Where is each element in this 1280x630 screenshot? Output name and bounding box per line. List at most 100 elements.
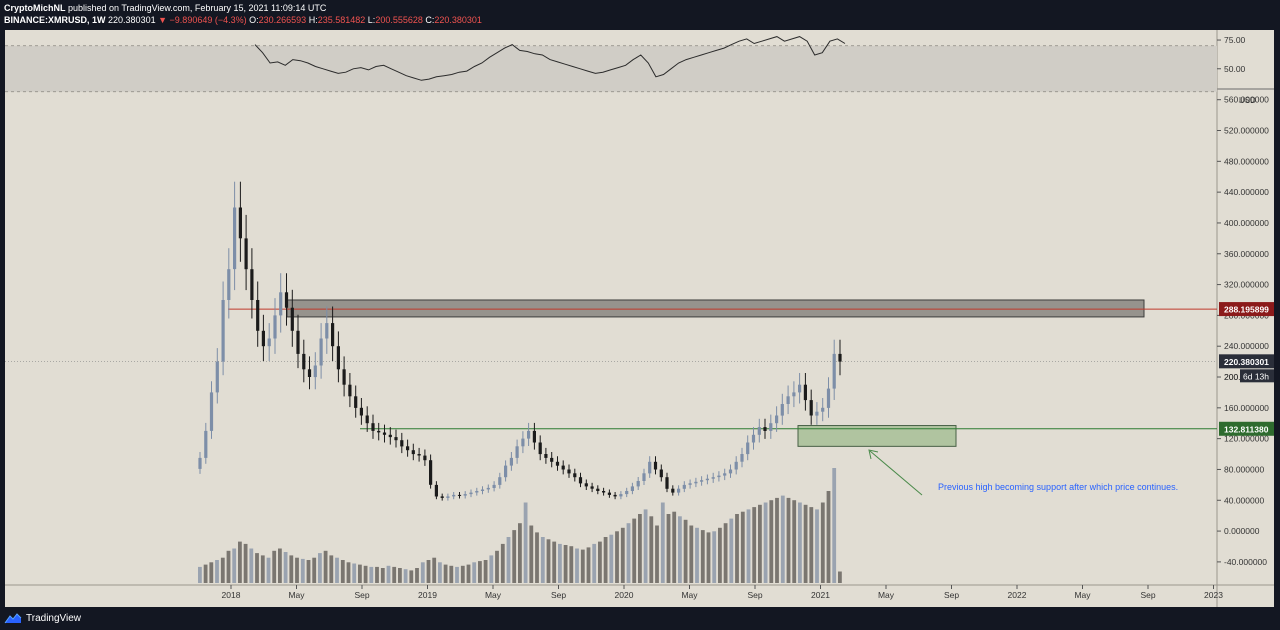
candle-body — [757, 427, 761, 435]
candle-body — [198, 457, 202, 469]
volume-bar — [758, 504, 762, 583]
candle-body — [250, 269, 254, 300]
author-name[interactable]: CryptoMichNL — [4, 3, 66, 13]
rsi-pane[interactable]: 75.00 50.00 — [5, 35, 1246, 93]
volume-bar — [803, 504, 808, 583]
candle-body — [630, 486, 634, 491]
candle-body — [296, 330, 300, 354]
candle-body — [711, 477, 715, 479]
candle-body — [625, 491, 629, 495]
volume-bar — [580, 549, 585, 583]
price-change: −9.890649 (−4.3%) — [169, 15, 247, 25]
candle-body — [388, 434, 392, 438]
high-label: H: — [308, 15, 318, 25]
candle-body — [602, 491, 606, 493]
candle-body — [221, 300, 225, 362]
volume-bar — [260, 555, 265, 583]
tradingview-logo-icon[interactable] — [4, 612, 22, 624]
axis-unit-label: USD — [1239, 96, 1256, 105]
volume-bar — [335, 557, 339, 583]
volume-bar — [398, 568, 402, 583]
volume-bar — [215, 560, 219, 583]
volume-bar — [283, 552, 288, 583]
candle-body — [354, 396, 358, 408]
candle-body — [636, 481, 640, 487]
volume-bar — [603, 537, 608, 583]
time-tick-label: Sep — [1140, 590, 1155, 600]
rsi-band — [5, 45, 1217, 92]
support-zone[interactable] — [797, 425, 957, 447]
current-price-label-bg — [1219, 354, 1274, 369]
volume-bar — [318, 553, 322, 583]
volume-bar — [466, 564, 471, 583]
low-value: 200.555628 — [375, 15, 423, 25]
candle-body — [336, 346, 340, 370]
last-price: 220.380301 — [108, 15, 156, 25]
annotation-arrow[interactable] — [868, 449, 923, 496]
volume-bar — [666, 514, 671, 583]
candle-body — [573, 473, 577, 478]
candle-body — [694, 481, 698, 484]
time-axis-background[interactable] — [5, 585, 1274, 607]
volume-bar — [798, 502, 802, 583]
volume-bar — [672, 511, 677, 583]
candle-body — [400, 440, 404, 447]
time-tick-label: 2021 — [811, 590, 830, 600]
price-tick-label: 0.000000 — [1224, 526, 1260, 536]
brand-name[interactable]: TradingView — [26, 612, 82, 624]
candle-body — [475, 491, 479, 493]
high-value: 235.581482 — [317, 15, 366, 25]
candle-body — [452, 494, 456, 497]
partial-tick-label: 200 — [1224, 372, 1238, 382]
time-tick-label: May — [485, 590, 502, 600]
volume-bar — [832, 468, 837, 583]
candle-body — [348, 384, 352, 397]
volume-bar — [752, 507, 757, 583]
volume-bar — [438, 562, 442, 583]
candle-body — [382, 432, 387, 435]
volume-bar — [243, 543, 248, 583]
volume-bar — [638, 514, 642, 583]
price-tick-label: 120.000000 — [1224, 434, 1269, 444]
volume-bar — [449, 565, 454, 584]
volume-bar — [609, 534, 614, 583]
annotation-text[interactable]: Previous high becoming support after whi… — [938, 482, 1178, 492]
volume-bar — [220, 557, 225, 583]
volume-bar — [323, 550, 328, 583]
candle-body — [567, 469, 571, 474]
volume-bar — [420, 562, 425, 583]
candle-body — [619, 494, 623, 497]
price-tick-label: 440.000000 — [1224, 187, 1269, 197]
countdown-bg — [1240, 369, 1274, 383]
resistance-zone[interactable] — [286, 299, 1145, 318]
candle-body — [659, 469, 663, 478]
volume-bar — [500, 543, 505, 583]
volume-bar — [740, 511, 745, 583]
candle-body — [763, 427, 767, 431]
candle-body — [642, 473, 646, 481]
candle-body — [527, 430, 531, 439]
candle-body — [342, 369, 346, 385]
volume-bar — [375, 566, 379, 583]
volume-bar — [380, 568, 385, 583]
candle-body — [653, 461, 658, 470]
volume-bar — [255, 553, 259, 583]
volume-bar — [249, 548, 254, 583]
volume-bar — [409, 570, 414, 583]
volume-bar — [232, 548, 237, 583]
price-pane[interactable]: Previous high becoming support after whi… — [5, 95, 1274, 584]
symbol-label: BINANCE:XMRUSD, 1W — [4, 15, 106, 25]
rsi-tick-label: 50.00 — [1224, 64, 1246, 74]
volume-bar — [300, 558, 305, 583]
annotation-arrow-head — [868, 449, 879, 460]
volume-bar — [678, 516, 682, 583]
volume-bar — [683, 519, 688, 583]
volume-bar — [620, 527, 625, 583]
candle-body — [775, 415, 779, 424]
close-value: 220.380301 — [434, 15, 482, 25]
time-tick-label: Sep — [354, 590, 369, 600]
volume-bar — [203, 564, 208, 583]
candle-body — [209, 392, 214, 431]
volume-bar — [369, 566, 374, 583]
